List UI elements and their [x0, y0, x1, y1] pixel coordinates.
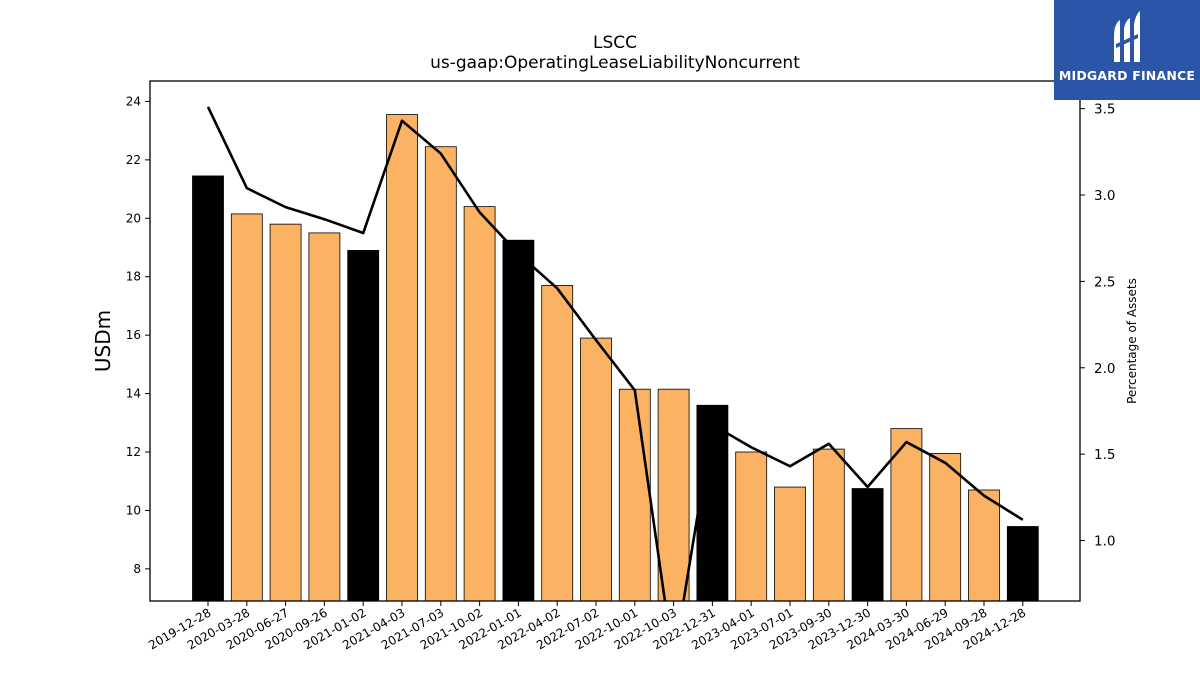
chart-subtitle: us-gaap:OperatingLeaseLiabilityNoncurren…	[430, 53, 800, 73]
midgard-finance-logo: MIDGARD FINANCE	[1054, 0, 1200, 100]
y2-tick-label-2.5: 2.5	[1094, 274, 1115, 290]
bar-2022-10-01	[618, 388, 651, 601]
bar-2022-10-03	[657, 388, 690, 601]
bar-2023-12-30	[851, 488, 884, 601]
plot-frame	[149, 80, 1081, 602]
y-tick-label-16: 16	[126, 328, 141, 342]
y-tick-label-8: 8	[133, 562, 141, 576]
bar-2023-04-01	[735, 451, 768, 601]
y2-axis-label: Percentage of Assets	[1125, 278, 1139, 404]
bar-2022-04-02	[541, 285, 574, 601]
bar-2019-12-28	[192, 175, 224, 601]
bar-2024-09-28	[968, 489, 1000, 601]
bar-2024-03-30	[890, 428, 923, 601]
y-tick-label-24: 24	[126, 94, 141, 108]
y2-tick-label-3.0: 3.0	[1094, 188, 1115, 204]
y-tick-label-12: 12	[126, 445, 141, 459]
y-axis-label: USDm	[91, 310, 115, 372]
y-tick-label-10: 10	[126, 503, 141, 517]
bar-2022-12-31	[696, 404, 729, 601]
bar-2021-07-03	[424, 146, 457, 601]
y2-tick-label-2.0: 2.0	[1094, 361, 1115, 377]
y2-tick-label-3.5: 3.5	[1094, 102, 1115, 118]
pct-assets-line	[206, 106, 1024, 601]
bar-2021-10-02	[463, 206, 496, 601]
bar-2022-01-01	[502, 239, 535, 601]
bar-2021-01-02	[347, 250, 380, 601]
bar-2020-06-27	[269, 223, 302, 601]
bar-2023-09-30	[812, 448, 845, 601]
bar-2024-06-29	[929, 453, 962, 601]
bar-2021-04-03	[386, 114, 418, 601]
bar-2022-07-02	[580, 337, 612, 601]
bar-2020-03-28	[230, 213, 263, 601]
bar-2023-07-01	[774, 486, 806, 601]
chart-title: LSCC	[592, 33, 637, 53]
logo-text: MIDGARD FINANCE	[1058, 68, 1196, 83]
y2-tick-label-1.0: 1.0	[1094, 534, 1115, 550]
logo-mark-icon	[1114, 11, 1140, 62]
y2-tick-label-1.5: 1.5	[1094, 447, 1115, 463]
y-tick-label-14: 14	[126, 387, 141, 401]
y-tick-label-20: 20	[126, 211, 141, 225]
bar-2020-09-26	[308, 232, 341, 601]
y-tick-label-18: 18	[126, 270, 141, 284]
y-tick-label-22: 22	[126, 153, 141, 167]
bar-2024-12-28	[1006, 526, 1039, 601]
